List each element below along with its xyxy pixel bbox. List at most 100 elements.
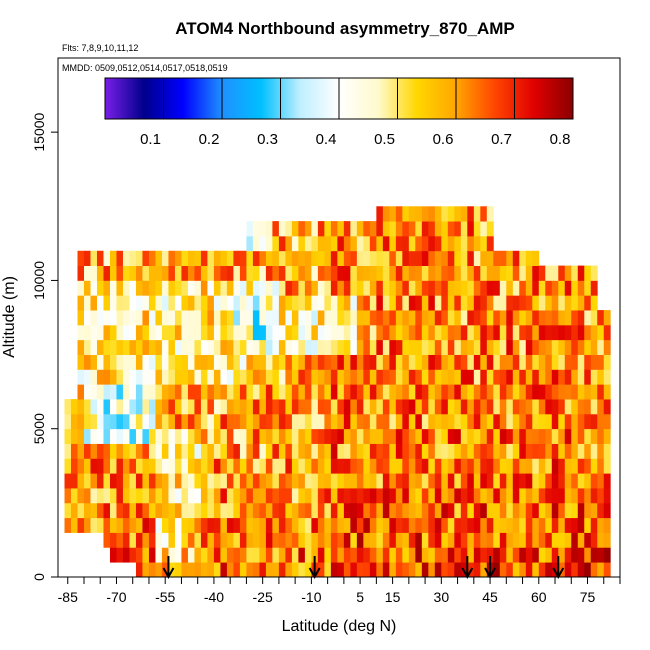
heatmap-cell bbox=[278, 324, 286, 341]
heatmap-cell bbox=[343, 532, 351, 548]
heatmap-cell bbox=[317, 354, 325, 370]
heatmap-cell bbox=[421, 532, 429, 548]
heatmap-cell bbox=[226, 547, 234, 563]
heatmap-cell bbox=[441, 280, 449, 296]
heatmap-cell bbox=[480, 428, 488, 444]
heatmap-cell bbox=[265, 324, 273, 341]
heatmap-cell bbox=[317, 265, 325, 281]
heatmap-cell bbox=[265, 384, 273, 400]
heatmap-cell bbox=[408, 235, 416, 252]
heatmap-cell bbox=[83, 354, 91, 370]
heatmap-cell bbox=[213, 310, 221, 326]
heatmap-cell bbox=[369, 250, 377, 266]
heatmap-cell bbox=[330, 384, 338, 400]
heatmap-cell bbox=[441, 339, 449, 355]
heatmap-cell bbox=[194, 280, 202, 296]
heatmap-cell bbox=[415, 562, 423, 578]
heatmap-cell bbox=[324, 473, 332, 489]
heatmap-cell bbox=[246, 280, 254, 296]
heatmap-cell bbox=[207, 280, 215, 296]
heatmap-cell bbox=[103, 473, 111, 489]
heatmap-cell bbox=[239, 532, 247, 548]
heatmap-cell bbox=[181, 399, 189, 415]
heatmap-cell bbox=[590, 547, 598, 563]
heatmap-cell bbox=[597, 339, 605, 355]
heatmap-cell bbox=[441, 428, 449, 444]
heatmap-cell bbox=[103, 280, 111, 296]
heatmap-cell bbox=[467, 280, 475, 296]
heatmap-cell bbox=[512, 532, 520, 548]
heatmap-cell bbox=[538, 502, 546, 519]
heatmap-cell bbox=[369, 369, 377, 385]
heatmap-cell bbox=[129, 250, 137, 266]
heatmap-cell bbox=[506, 488, 514, 504]
heatmap-cell bbox=[200, 473, 208, 489]
heatmap-cell bbox=[311, 517, 319, 533]
heatmap-cell bbox=[213, 339, 221, 355]
heatmap-cell bbox=[194, 428, 202, 444]
heatmap-cell bbox=[174, 473, 182, 489]
heatmap-cell bbox=[291, 399, 299, 415]
heatmap-cell bbox=[64, 458, 72, 474]
heatmap-cell bbox=[350, 369, 358, 385]
heatmap-cell bbox=[350, 280, 358, 296]
heatmap-cell bbox=[135, 532, 143, 548]
heatmap-cell bbox=[376, 265, 384, 281]
heatmap-cell bbox=[265, 354, 273, 370]
heatmap-cell bbox=[408, 369, 416, 385]
heatmap-cell bbox=[402, 399, 410, 415]
heatmap-cell bbox=[116, 280, 124, 296]
heatmap-cell bbox=[408, 384, 416, 400]
heatmap-cell bbox=[252, 502, 260, 519]
heatmap-cell bbox=[155, 458, 163, 474]
heatmap-cell bbox=[233, 280, 241, 296]
heatmap-cell bbox=[259, 547, 267, 563]
heatmap-cell bbox=[356, 547, 364, 563]
heatmap-cell bbox=[590, 324, 598, 341]
heatmap-cell bbox=[298, 502, 306, 519]
heatmap-cell bbox=[369, 280, 377, 296]
colorbar-tick-label: 0.2 bbox=[199, 131, 220, 148]
heatmap-cell bbox=[122, 443, 130, 459]
heatmap-cell bbox=[545, 280, 553, 296]
heatmap-cell bbox=[506, 532, 514, 548]
heatmap-cell bbox=[506, 280, 514, 296]
heatmap-cell bbox=[337, 517, 345, 533]
heatmap-cell bbox=[571, 428, 579, 444]
heatmap-cell bbox=[272, 502, 280, 519]
heatmap-cell bbox=[402, 547, 410, 563]
heatmap-cell bbox=[129, 428, 137, 444]
heatmap-cell bbox=[376, 488, 384, 504]
heatmap-cell bbox=[584, 310, 592, 326]
heatmap-cell bbox=[330, 547, 338, 563]
heatmap-cell bbox=[90, 488, 98, 504]
heatmap-cell bbox=[597, 562, 605, 578]
heatmap-cell bbox=[558, 280, 566, 296]
heatmap-cell bbox=[584, 324, 592, 341]
heatmap-cell bbox=[493, 458, 501, 474]
heatmap-cell bbox=[142, 547, 150, 563]
heatmap-cell bbox=[564, 473, 572, 489]
heatmap-cell bbox=[590, 473, 598, 489]
heatmap-cell bbox=[168, 354, 176, 370]
heatmap-cell bbox=[252, 413, 260, 430]
heatmap-cell bbox=[168, 384, 176, 400]
heatmap-cell bbox=[447, 310, 455, 326]
heatmap-cell bbox=[603, 547, 611, 563]
heatmap-cell bbox=[402, 295, 410, 311]
heatmap-cell bbox=[363, 235, 371, 252]
heatmap-cell bbox=[187, 369, 195, 385]
heatmap-cell bbox=[376, 369, 384, 385]
heatmap-cell bbox=[538, 399, 546, 415]
heatmap-cell bbox=[135, 369, 143, 385]
heatmap-cell bbox=[441, 532, 449, 548]
x-tick-label: 5 bbox=[356, 589, 364, 605]
heatmap-cell bbox=[233, 399, 241, 415]
heatmap-cell bbox=[285, 428, 293, 444]
heatmap-cell bbox=[447, 369, 455, 385]
heatmap-cell bbox=[376, 384, 384, 400]
heatmap-cell bbox=[311, 458, 319, 474]
heatmap-cell bbox=[109, 339, 117, 355]
heatmap-cell bbox=[350, 221, 358, 237]
